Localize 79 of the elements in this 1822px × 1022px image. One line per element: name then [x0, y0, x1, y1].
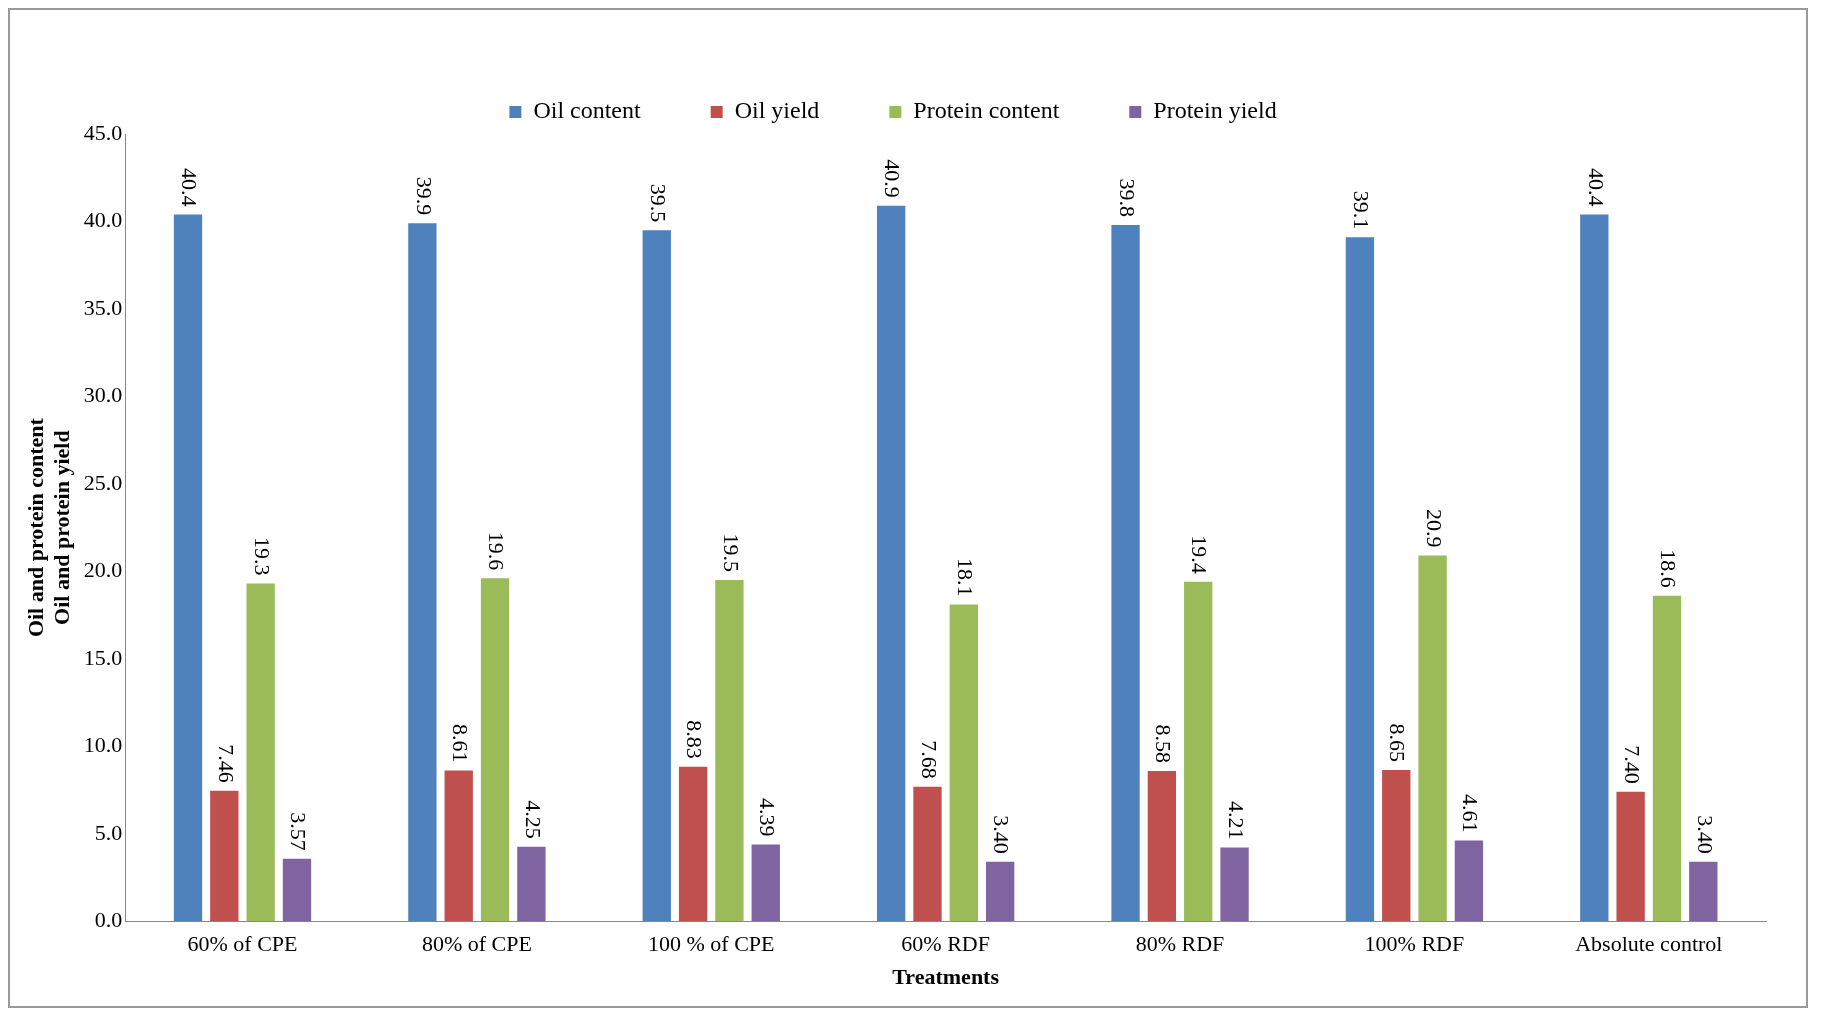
y-axis-title: Oil and protein content Oil and protein yield [22, 417, 75, 638]
data-label: 19.4 [1187, 535, 1213, 574]
y-tick-label: 30.0 [83, 382, 123, 408]
data-label: 4.39 [754, 797, 780, 837]
x-tick-label: Absolute control [1575, 931, 1723, 957]
x-axis-title: Treatments [892, 964, 1000, 990]
data-label: 18.1 [953, 558, 979, 597]
data-label: 8.65 [1385, 723, 1411, 762]
bar [173, 214, 203, 922]
bar [1652, 595, 1682, 922]
bar [913, 786, 942, 922]
bar [480, 578, 510, 922]
bar [1220, 847, 1249, 922]
data-label: 40.4 [177, 167, 203, 207]
data-label: 19.5 [718, 533, 744, 573]
y-tick-label: 35.0 [83, 294, 123, 320]
y-tick-label: 10.0 [83, 732, 123, 758]
bar [1184, 581, 1213, 922]
y-tick-label: 20.0 [83, 557, 123, 583]
data-label: 7.68 [916, 740, 942, 779]
data-label: 39.5 [645, 183, 671, 223]
data-label: 4.25 [520, 800, 546, 839]
data-label: 40.9 [880, 159, 906, 198]
y-tick-label: 0.0 [94, 906, 123, 932]
data-label: 3.40 [1692, 815, 1718, 854]
y-tick-label: 40.0 [83, 207, 123, 233]
data-label: 8.83 [682, 720, 708, 759]
data-label: 7.40 [1619, 745, 1645, 784]
bar [642, 230, 671, 922]
bar [1689, 861, 1718, 922]
legend-label: Protein content [913, 97, 1060, 124]
bar [1454, 840, 1484, 922]
y-tick-label: 5.0 [94, 819, 123, 845]
legend-label: Protein yield [1153, 97, 1277, 124]
bar [876, 205, 906, 922]
data-label: 39.9 [411, 176, 437, 216]
x-tick-label: 80% RDF [1135, 931, 1225, 957]
data-label: 19.6 [484, 531, 510, 571]
x-tick-label: 60% RDF [901, 931, 990, 957]
legend-label: Oil content [533, 97, 642, 124]
bar [751, 844, 780, 922]
data-label: 7.46 [213, 744, 239, 783]
data-label: 4.61 [1458, 794, 1484, 833]
data-label: 39.1 [1349, 190, 1375, 230]
y-tick-label: 25.0 [83, 469, 123, 495]
data-label: 19.3 [249, 537, 275, 576]
bar [1382, 769, 1411, 922]
bar [444, 770, 473, 922]
bar [1147, 771, 1177, 922]
bar [949, 604, 978, 922]
data-label: 18.6 [1656, 549, 1682, 588]
x-tick-label: 60% of CPE [187, 931, 298, 957]
bar [1418, 555, 1447, 922]
data-label: 8.61 [447, 724, 473, 763]
data-label: 3.57 [286, 812, 312, 851]
data-label: 4.21 [1223, 801, 1249, 840]
y-tick-label: 45.0 [83, 119, 123, 145]
data-label: 39.8 [1114, 178, 1140, 217]
x-tick-label: 100% RDF [1364, 931, 1465, 957]
y-tick-label: 15.0 [83, 644, 123, 670]
bar [1111, 224, 1140, 922]
bar [408, 223, 437, 922]
bar [678, 766, 708, 922]
x-tick-label: 80% of CPE [421, 931, 532, 957]
bar [246, 583, 275, 922]
legend-label: Oil yield [734, 97, 820, 124]
bar [282, 858, 312, 922]
bar [985, 861, 1015, 922]
bar [210, 790, 239, 922]
bar [715, 580, 744, 922]
bar [1345, 237, 1375, 922]
data-label: 40.4 [1583, 167, 1609, 207]
bar [1580, 214, 1609, 922]
data-label: 20.9 [1421, 509, 1447, 548]
data-label: 8.58 [1151, 724, 1177, 764]
data-label: 3.40 [989, 815, 1015, 854]
bar [517, 846, 546, 922]
x-tick-label: 100 % of CPE [648, 931, 775, 957]
bar [1616, 791, 1645, 922]
